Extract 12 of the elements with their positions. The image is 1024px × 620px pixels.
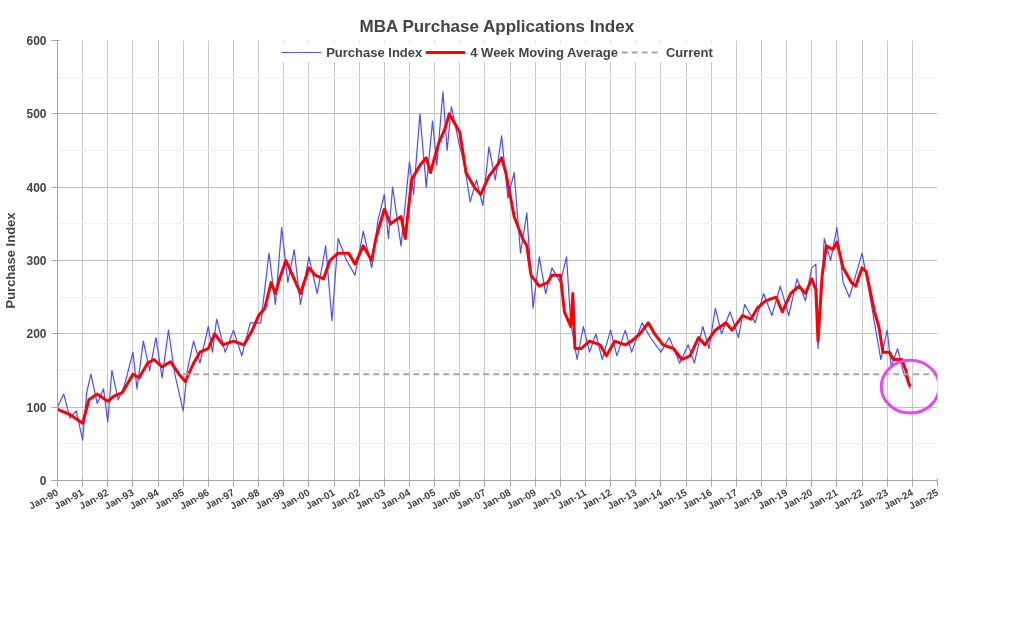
legend-label: 4 Week Moving Average	[470, 44, 618, 60]
legend-label: Current	[665, 44, 713, 60]
legend-label: Purchase Index	[326, 44, 423, 60]
y-tick-label: 100	[26, 400, 47, 415]
y-tick-label: 0	[39, 474, 47, 488]
y-tick-label: 600	[26, 34, 47, 48]
chart-title: MBA Purchase Applications Index	[359, 16, 635, 36]
y-tick-label: 200	[26, 327, 47, 342]
y-tick-label: 500	[26, 107, 47, 122]
y-axis-title: Purchase Index	[3, 211, 19, 309]
y-tick-label: 400	[26, 180, 47, 195]
y-tick-label: 300	[26, 254, 47, 268]
